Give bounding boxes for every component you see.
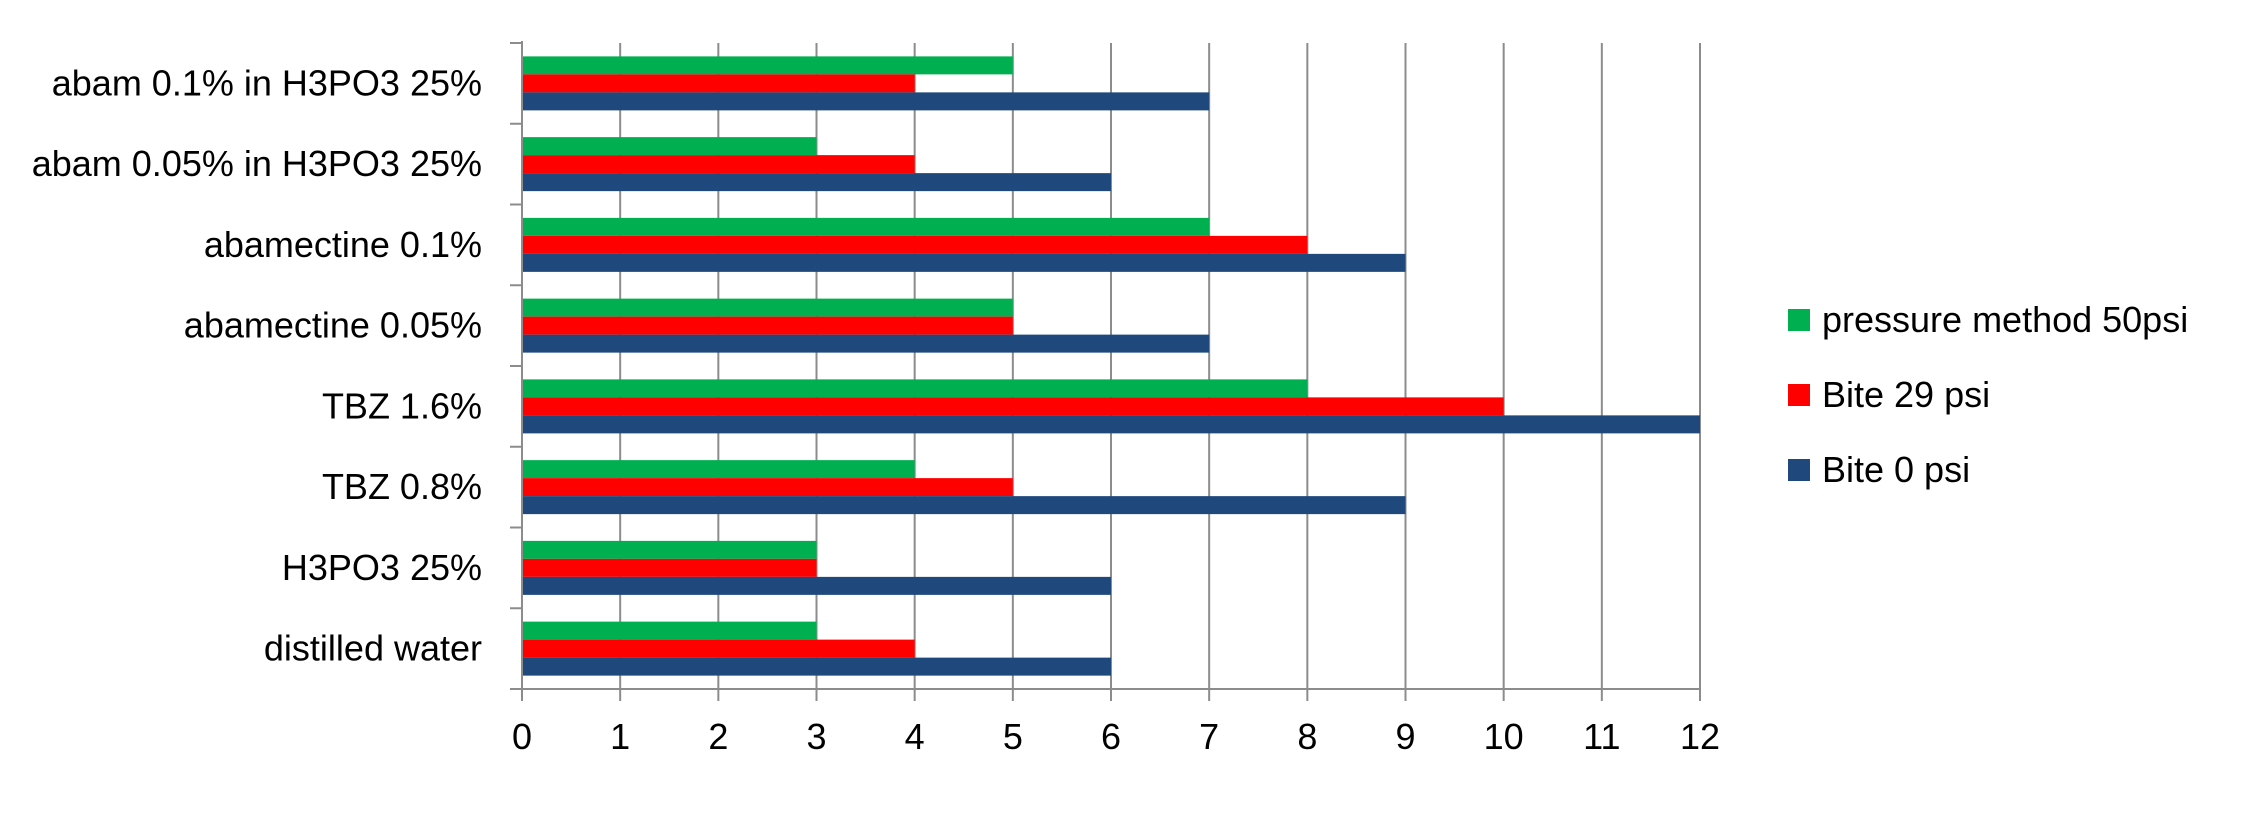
category-label: abamectine 0.1% bbox=[204, 224, 482, 265]
bar bbox=[522, 235, 1308, 254]
bar bbox=[522, 460, 915, 479]
bar bbox=[522, 56, 1013, 75]
bar bbox=[522, 334, 1210, 353]
bar bbox=[522, 155, 915, 174]
category-label: distilled water bbox=[264, 628, 482, 669]
bar bbox=[522, 558, 817, 577]
bar bbox=[522, 397, 1504, 416]
x-tick-label: 9 bbox=[1395, 716, 1415, 757]
bar bbox=[522, 173, 1111, 192]
bar bbox=[522, 639, 915, 658]
category-label: abam 0.05% in H3PO3 25% bbox=[32, 143, 482, 184]
bar bbox=[522, 540, 817, 559]
legend-swatch bbox=[1788, 384, 1810, 406]
bar bbox=[522, 74, 915, 93]
bar bbox=[522, 576, 1111, 595]
bar bbox=[522, 657, 1111, 676]
x-tick-label: 12 bbox=[1680, 716, 1720, 757]
bar bbox=[522, 415, 1700, 434]
x-tick-label: 11 bbox=[1583, 716, 1620, 757]
bar bbox=[522, 621, 817, 640]
bar bbox=[522, 379, 1308, 398]
bar bbox=[522, 137, 817, 156]
bar bbox=[522, 298, 1013, 317]
x-tick-label: 3 bbox=[806, 716, 826, 757]
x-tick-label: 0 bbox=[512, 716, 532, 757]
bars bbox=[522, 56, 1700, 676]
bar bbox=[522, 217, 1210, 236]
legend-label: pressure method 50psi bbox=[1822, 299, 2188, 340]
x-tick-label: 7 bbox=[1199, 716, 1219, 757]
x-tick-label: 2 bbox=[708, 716, 728, 757]
category-label: TBZ 0.8% bbox=[322, 466, 482, 507]
x-tick-label: 6 bbox=[1101, 716, 1121, 757]
legend: pressure method 50psi Bite 29 psi Bite 0 p… bbox=[1788, 299, 2188, 490]
category-label: TBZ 1.6% bbox=[322, 385, 482, 426]
legend-swatch bbox=[1788, 309, 1810, 331]
x-tick-label: 10 bbox=[1484, 716, 1524, 757]
bar bbox=[522, 496, 1406, 515]
x-tick-label: 8 bbox=[1297, 716, 1317, 757]
x-tick-label: 1 bbox=[610, 716, 630, 757]
bar bbox=[522, 253, 1406, 272]
legend-label: Bite 0 psi bbox=[1822, 449, 1970, 490]
category-label: H3PO3 25% bbox=[282, 547, 482, 588]
bar bbox=[522, 92, 1210, 111]
axes bbox=[510, 41, 1701, 701]
legend-swatch bbox=[1788, 459, 1810, 481]
legend-label: Bite 29 psi bbox=[1822, 374, 1990, 415]
category-label: abam 0.1% in H3PO3 25% bbox=[52, 62, 482, 103]
category-label: abamectine 0.05% bbox=[184, 305, 482, 346]
bar bbox=[522, 316, 1013, 335]
x-tick-label: 5 bbox=[1003, 716, 1023, 757]
x-tick-label: 4 bbox=[905, 716, 925, 757]
bar bbox=[522, 478, 1013, 497]
